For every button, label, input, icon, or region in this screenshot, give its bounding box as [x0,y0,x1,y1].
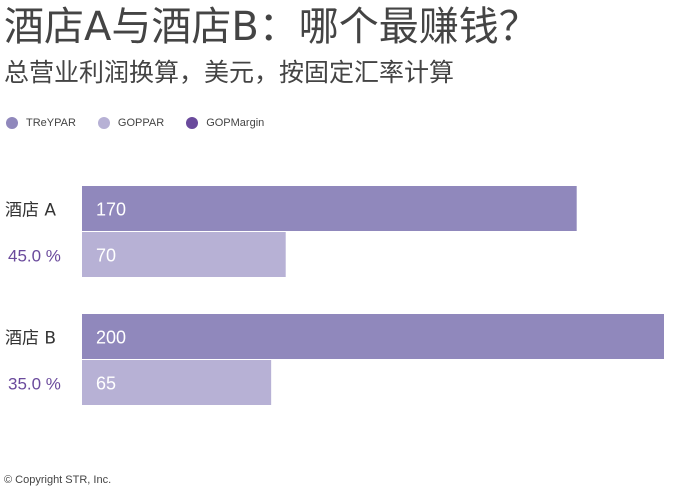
chart-subtitle: 总营业利润换算，美元，按固定汇率计算 [4,58,455,87]
category-label: 酒店 A [5,201,56,221]
copyright-text: © Copyright STR, Inc. [4,474,112,486]
bar-goppar [82,232,286,277]
gop-margin-label: 35.0 % [8,375,61,394]
bar-value-label: 65 [96,374,116,394]
bar-value-label: 170 [96,200,126,220]
legend-label-gopmargin: GOPMargin [206,117,265,129]
legend-item-goppar: GOPPAR [97,117,165,129]
bar-value-label: 200 [96,328,126,348]
legend-label-treypar: TReYPAR [26,117,76,129]
legend: TReYPAR GOPPAR GOPMargin [6,117,264,129]
legend-dot-gopmargin [186,117,199,129]
bar-treypar [82,186,577,231]
legend-item-treypar: TReYPAR [6,117,76,129]
chart-title: 酒店A与酒店B：哪个最赚钱？ [4,4,539,50]
legend-dot-treypar [6,117,18,129]
legend-label-goppar: GOPPAR [117,117,165,129]
category-label: 酒店 B [5,329,56,349]
bar-value-label: 70 [96,246,116,266]
gop-margin-label: 45.0 % [8,247,61,266]
legend-item-gopmargin: GOPMargin [186,117,264,129]
bar-treypar [82,314,664,359]
legend-dot-goppar [97,117,110,129]
bar-goppar [82,360,272,405]
